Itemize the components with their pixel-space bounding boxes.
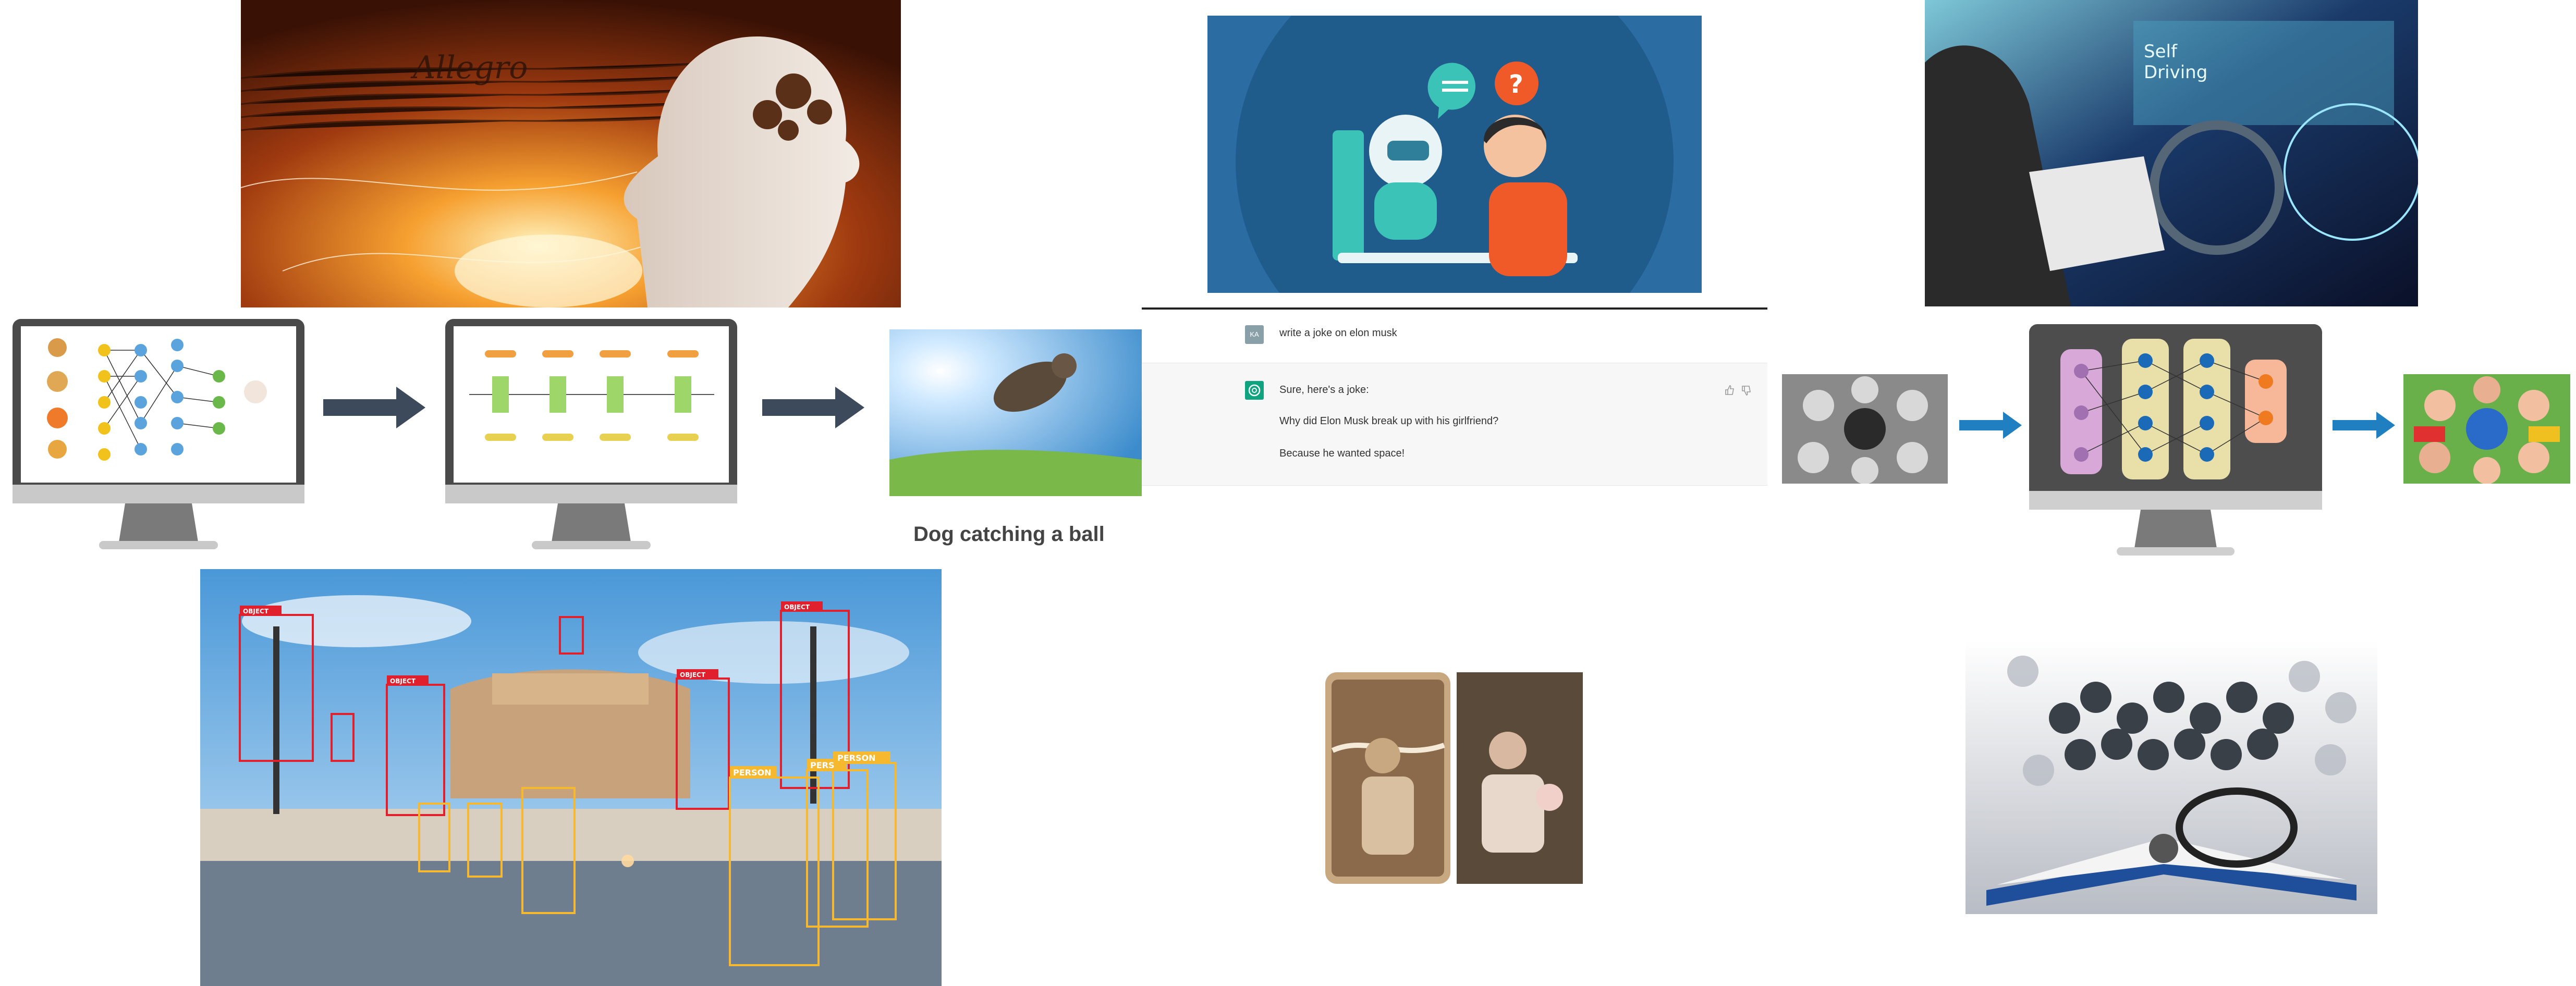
photo-restoration-image [1325, 672, 1583, 884]
svg-text:?: ? [1509, 70, 1523, 99]
thumbs-up-icon[interactable] [1724, 384, 1736, 397]
assistant-message-line: Sure, here's a joke: [1279, 384, 1369, 396]
ai-music-head-image: Allegro [241, 0, 901, 307]
detection-label: PERS [810, 760, 835, 770]
thumbs-down-icon[interactable] [1740, 384, 1753, 397]
svg-text:Driving: Driving [2144, 62, 2207, 83]
dog-catching-ball-image [889, 329, 1142, 496]
right-arrow-icon [1959, 412, 2022, 439]
object-detection-image: OBJECT OBJECT OBJECT OBJECT PERSON PERS … [200, 569, 942, 986]
detection-label: OBJECT [243, 608, 269, 615]
chatbot-illustration: ? [1207, 16, 1702, 293]
assistant-message-row: Sure, here's a joke: Why did Elon Musk b… [1142, 363, 1767, 486]
chat-conversation: KA write a joke on elon musk Sure, here'… [1142, 307, 1767, 490]
right-arrow-icon [323, 387, 425, 428]
user-avatar: KA [1245, 325, 1264, 344]
detection-label: OBJECT [784, 603, 810, 611]
self-driving-car-image: Self Driving [1925, 0, 2418, 306]
right-arrow-icon [762, 387, 864, 428]
user-message: write a joke on elon musk [1279, 327, 1397, 339]
assistant-message-line: Because he wanted space! [1279, 448, 1405, 459]
detection-label: OBJECT [390, 677, 416, 685]
image-caption: Dog catching a ball [913, 523, 1105, 546]
classifier-monitor [10, 319, 307, 553]
medical-book-image [1965, 640, 2377, 914]
detection-label: PERSON [837, 753, 876, 763]
svg-text:Self: Self [2144, 41, 2178, 62]
colorization-network-monitor [2029, 324, 2322, 559]
colorized-kids-image [2403, 374, 2570, 484]
svg-text:Allegro: Allegro [410, 50, 528, 86]
grayscale-kids-image [1782, 374, 1948, 484]
rnn-monitor [443, 319, 739, 553]
detection-label: OBJECT [680, 671, 706, 679]
chatgpt-logo-icon [1245, 381, 1264, 400]
assistant-message-line: Why did Elon Musk break up with his girl… [1279, 415, 1499, 427]
divider [1142, 307, 1767, 310]
right-arrow-icon [2333, 412, 2395, 439]
detection-label: PERSON [733, 768, 772, 778]
user-message-row: KA write a joke on elon musk [1142, 311, 1767, 363]
